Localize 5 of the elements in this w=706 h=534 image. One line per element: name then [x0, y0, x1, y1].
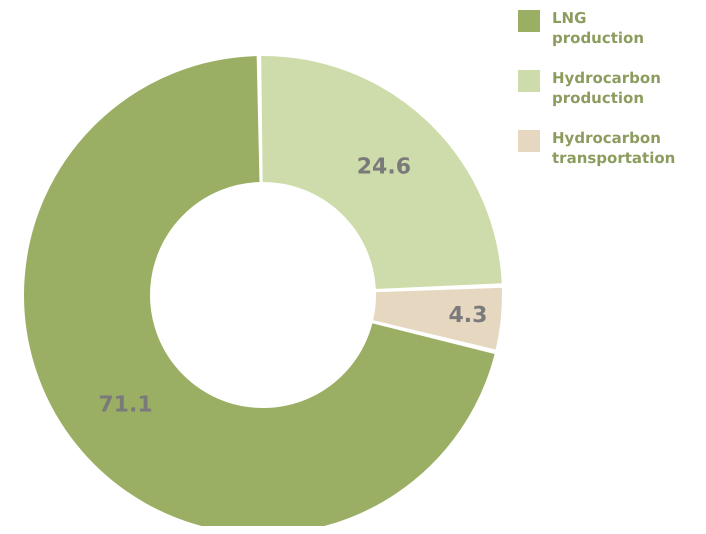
legend-label: Hydrocarbon transportation [552, 128, 676, 168]
legend-label: LNG production [552, 8, 646, 48]
legend-label: Hydrocarbon production [552, 68, 662, 108]
data-label: 4.3 [448, 303, 488, 328]
data-label: 24.6 [356, 154, 412, 180]
